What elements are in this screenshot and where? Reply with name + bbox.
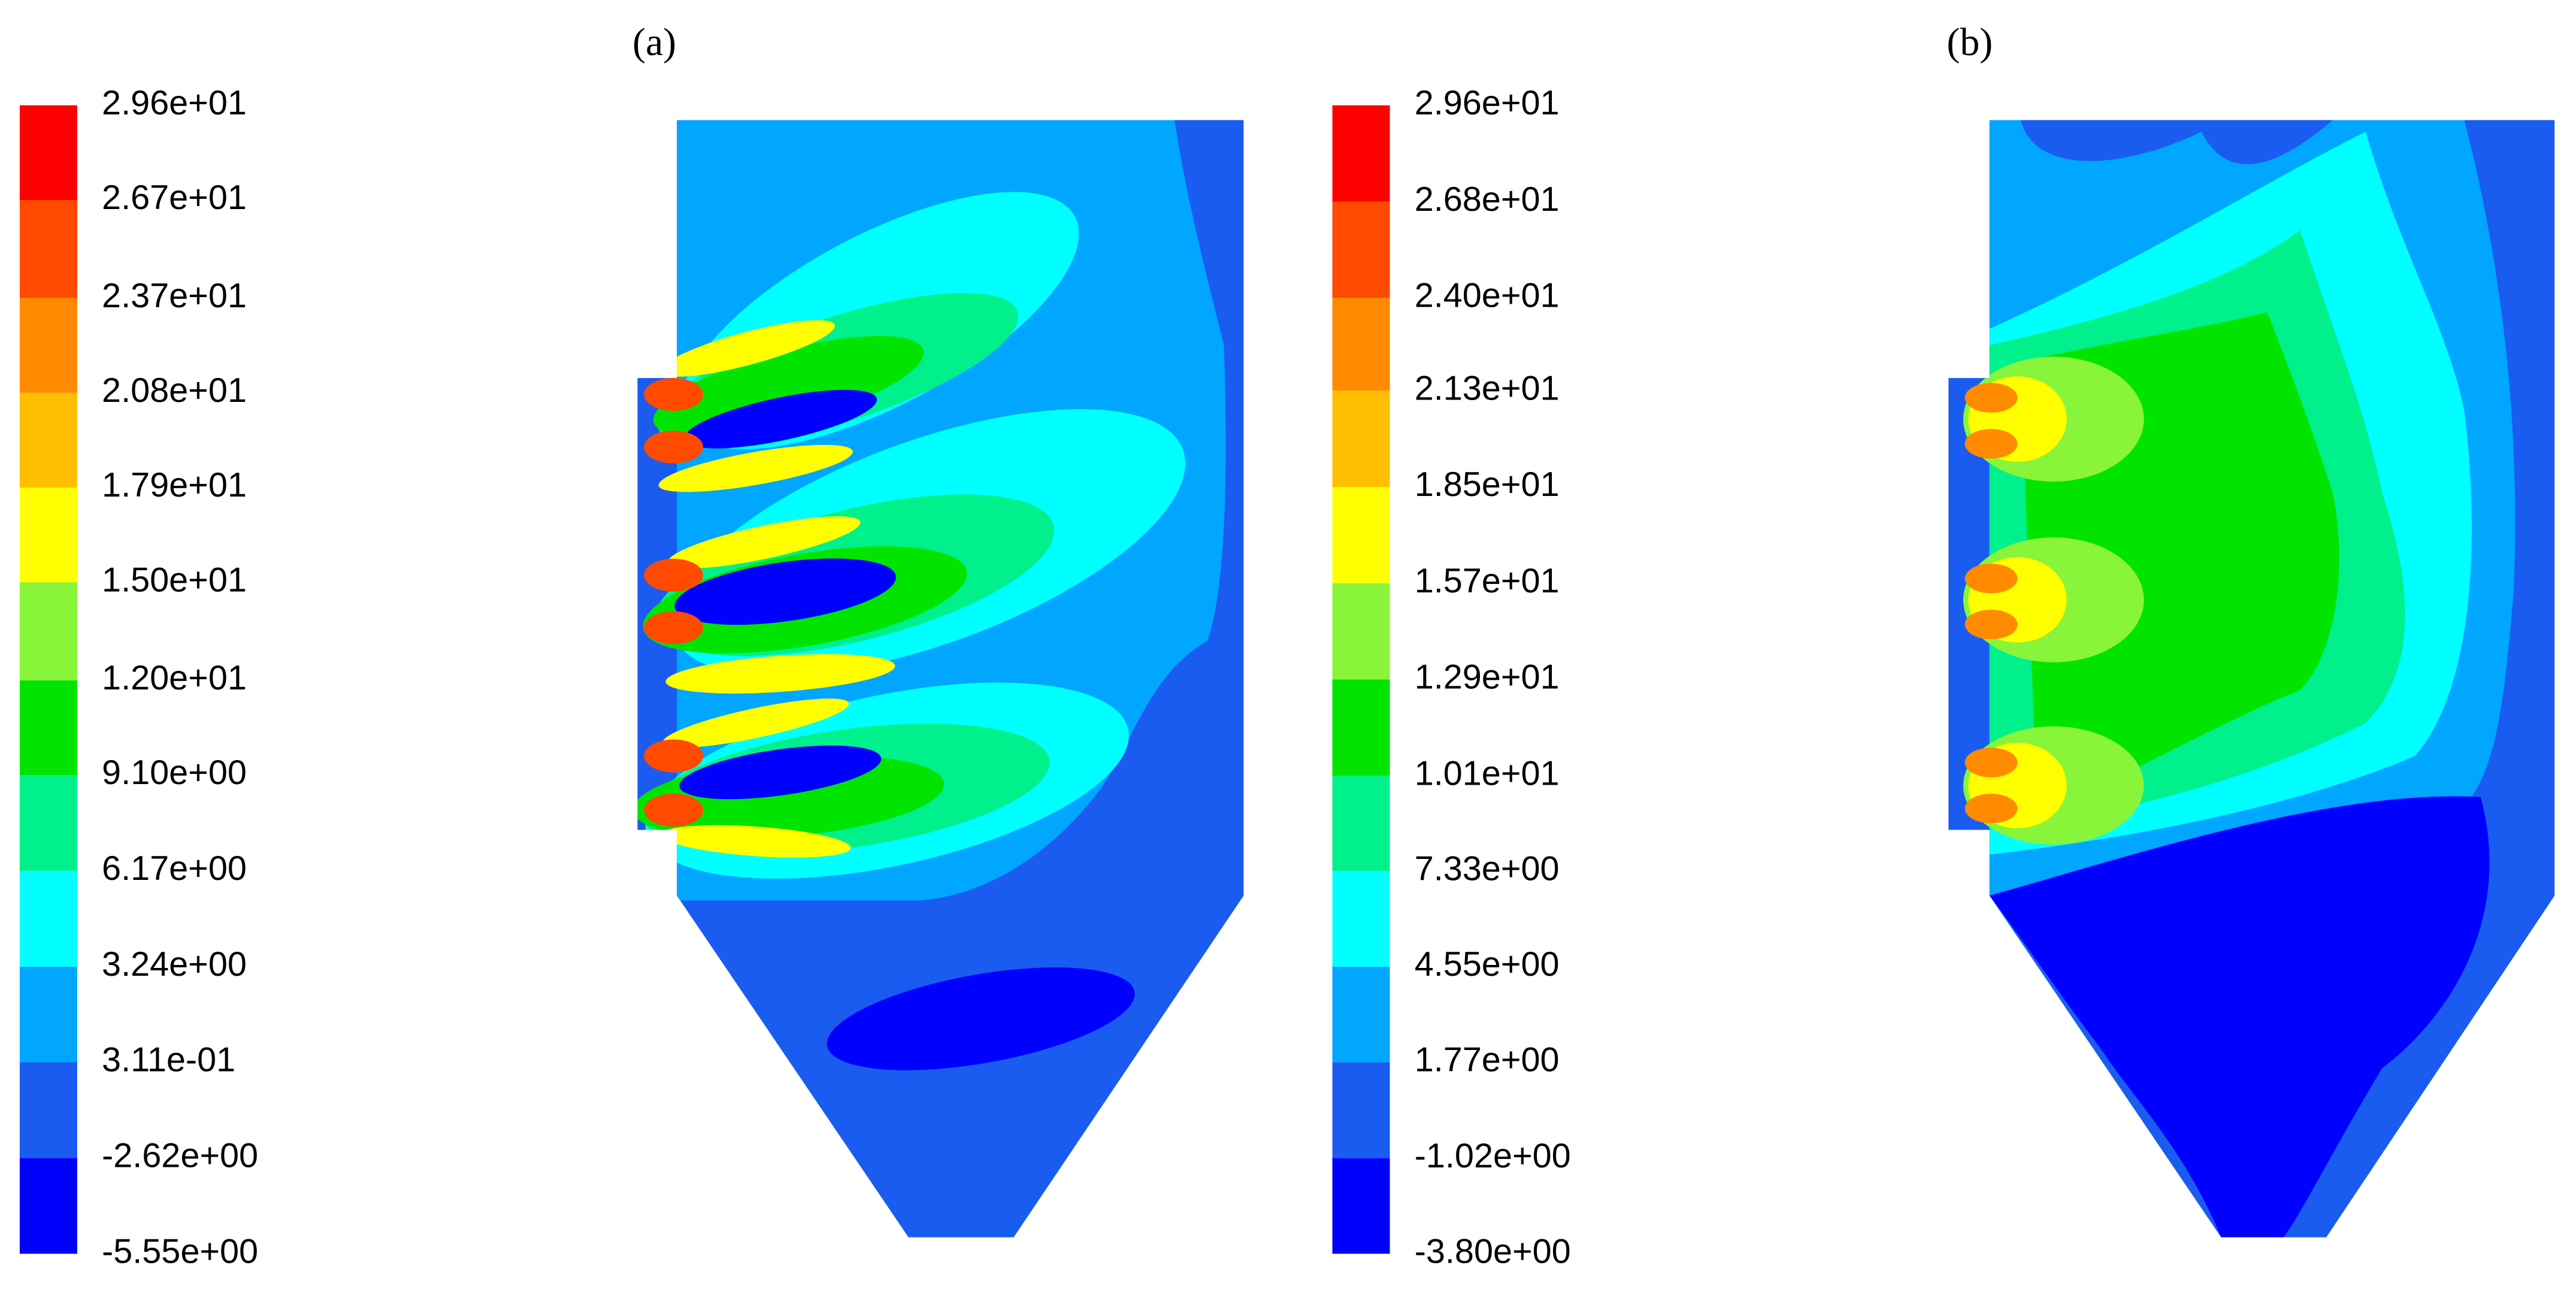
panel-label: (a) xyxy=(632,20,676,64)
colorbar-band xyxy=(1332,583,1390,680)
colorbar-tick-label: 2.68e+01 xyxy=(1415,180,1560,219)
colorbar-tick-label: 2.96e+01 xyxy=(1415,84,1560,122)
colorbar-tick-label: 1.29e+01 xyxy=(1415,658,1560,697)
contour-region xyxy=(1964,564,2018,594)
colorbar-band xyxy=(19,582,77,680)
contour-region xyxy=(667,516,861,568)
contour-field xyxy=(637,120,1244,1237)
colorbar-tick-label: -2.62e+00 xyxy=(102,1137,258,1175)
colorbar-tick-label: 1.85e+01 xyxy=(1415,465,1560,504)
contour-region xyxy=(1964,429,2018,459)
colorbar-tick-label: 1.77e+00 xyxy=(1415,1041,1560,1079)
contour-region xyxy=(660,320,835,377)
contour-region xyxy=(1964,383,2018,413)
contour-region xyxy=(653,335,924,437)
panel-label: (b) xyxy=(1947,20,1993,64)
colorbar-tick-label: 2.37e+01 xyxy=(102,277,247,315)
colorbar-band xyxy=(1332,679,1390,776)
colorbar-band xyxy=(19,870,77,967)
contour-region xyxy=(644,739,703,773)
colorbar-tick-label: 6.17e+00 xyxy=(102,849,247,888)
colorbar-tick-label: 4.55e+00 xyxy=(1415,945,1560,984)
colorbar-tick-label: 2.40e+01 xyxy=(1415,277,1560,315)
contour-region xyxy=(679,745,882,800)
colorbar-band xyxy=(19,298,77,393)
contour-region xyxy=(661,825,851,858)
colorbar-band xyxy=(19,966,77,1063)
colorbar-tick-label: -5.55e+00 xyxy=(102,1232,258,1270)
colorbar-band xyxy=(19,1158,77,1254)
colorbar-band xyxy=(19,200,77,298)
colorbar-band xyxy=(1332,1158,1390,1254)
contour-region xyxy=(644,558,703,592)
contour-field xyxy=(1948,120,2555,1237)
colorbar-band xyxy=(1332,966,1390,1063)
colorbar-band xyxy=(1332,776,1390,872)
contour-region xyxy=(1964,794,2018,824)
colorbar-tick-label: 1.01e+01 xyxy=(1415,754,1560,792)
contour-region xyxy=(658,444,853,492)
colorbar-tick-label: 1.20e+01 xyxy=(102,659,247,697)
colorbar-band xyxy=(19,1062,77,1158)
colorbar-band xyxy=(1332,201,1390,298)
colorbar-tick-label: 3.11e-01 xyxy=(102,1041,235,1079)
contour-region xyxy=(1989,796,2490,1237)
colorbar-tick-label: 1.79e+01 xyxy=(102,466,247,504)
contour-region xyxy=(1964,748,2018,777)
colorbar-tick-label: 2.67e+01 xyxy=(102,178,247,217)
contour-region xyxy=(644,611,703,645)
colorbar-band xyxy=(19,392,77,488)
colorbar-tick-label: -1.02e+00 xyxy=(1415,1137,1571,1175)
contour-region xyxy=(644,378,703,412)
colorbar-tick-label: 7.33e+00 xyxy=(1415,849,1560,888)
colorbar-band xyxy=(1332,105,1390,202)
contour-region xyxy=(674,558,896,625)
contour-region xyxy=(644,794,703,827)
colorbar-tick-label: -3.80e+00 xyxy=(1415,1232,1571,1270)
colorbar-band xyxy=(1332,298,1390,391)
colorbar-band xyxy=(19,105,77,201)
contour-region xyxy=(1964,609,2018,640)
colorbar-band xyxy=(1332,391,1390,488)
colorbar-tick-label: 1.50e+01 xyxy=(102,561,247,599)
colorbar-tick-label: 2.08e+01 xyxy=(102,371,247,410)
colorbar-band xyxy=(19,680,77,776)
contour-region xyxy=(683,389,877,449)
colorbar-tick-label: 3.24e+00 xyxy=(102,945,247,984)
colorbar-band xyxy=(1332,871,1390,967)
contour-region xyxy=(644,430,703,464)
contour-region xyxy=(662,698,849,748)
contour-region xyxy=(665,653,895,694)
colorbar-tick-label: 9.10e+00 xyxy=(102,754,247,792)
colorbar-band xyxy=(1332,487,1390,583)
colorbar-tick-label: 2.96e+01 xyxy=(102,84,247,122)
colorbar-band xyxy=(19,488,77,583)
colorbar-tick-label: 2.13e+01 xyxy=(1415,370,1560,408)
colorbar-band xyxy=(19,775,77,871)
colorbar-band xyxy=(1332,1062,1390,1158)
colorbar-tick-label: 1.57e+01 xyxy=(1415,562,1560,600)
contour-region xyxy=(827,967,1135,1070)
